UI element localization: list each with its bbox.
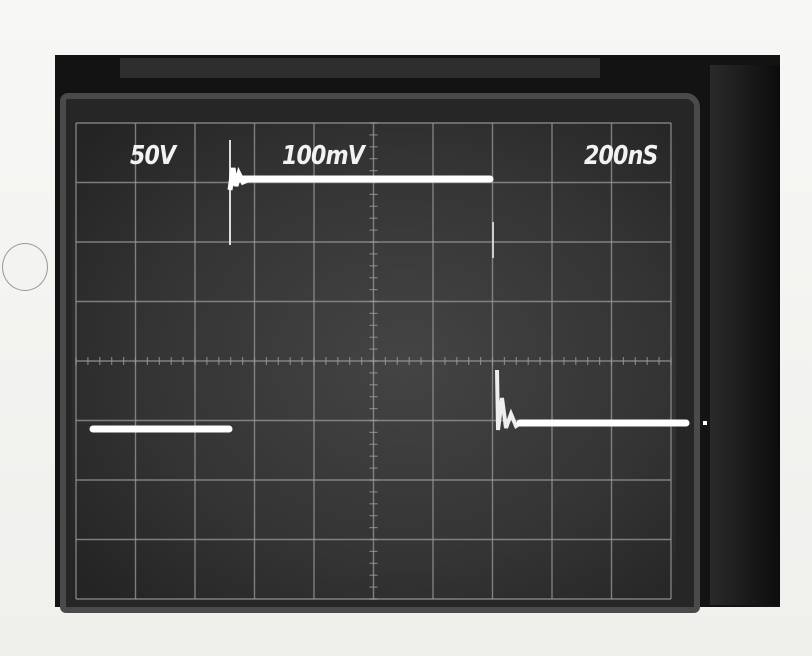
- trace-dot: [703, 421, 707, 425]
- channel2-scale-label: 100mV: [282, 141, 364, 171]
- timebase-label: 200nS: [584, 141, 658, 171]
- channel1-scale-label: 50V: [130, 141, 175, 171]
